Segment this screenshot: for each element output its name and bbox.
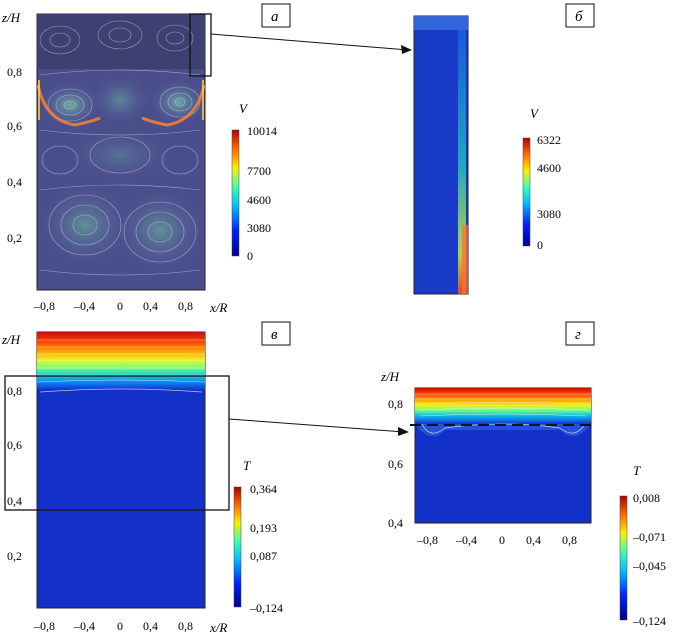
panel-c-tag: в — [271, 327, 278, 343]
colorbar-c-tick: 0,364 — [250, 482, 277, 496]
panel-c-isolines — [36, 339, 206, 393]
panel-a-ytick: 0,8 — [7, 65, 22, 79]
panel-a-tag-box — [261, 3, 291, 28]
panel-a-xtick: –0,4 — [73, 299, 95, 313]
panel-a-streamlines — [37, 14, 205, 276]
panel-c-xlabel: x/R — [209, 620, 227, 635]
panel-c-ylabel: z/H — [1, 332, 21, 347]
arrow-a-to-b — [210, 33, 409, 51]
colorbar-c-tick: 0,193 — [250, 521, 277, 535]
colorbar-d: T 0,008 –0,071 –0,045 –0,124 — [619, 463, 666, 628]
arrow-c-to-d — [228, 418, 405, 433]
colorbar-b-tick: 4600 — [537, 161, 561, 175]
panel-b-tag: б — [575, 9, 583, 25]
panel-d-tag: г — [575, 327, 581, 343]
panel-a-ytick: 0,2 — [7, 231, 22, 245]
panel-c-tag-box — [261, 321, 291, 346]
panel-d-xtick: –0,8 — [416, 533, 438, 547]
panel-d-ylabel: z/H — [380, 369, 400, 384]
panel-c-xaxis: –0,8 –0,4 0 0,4 0,8 x/R — [33, 619, 227, 635]
colorbar-a-tick: 4600 — [247, 193, 271, 207]
panel-d-tag-box — [565, 321, 595, 346]
colorbar-a: V 10014 7700 4600 3080 0 — [231, 101, 277, 263]
panel-d-xtick: 0,8 — [562, 533, 577, 547]
panel-d-ytick: 0,6 — [388, 457, 403, 471]
colorbar-a-title: V — [239, 101, 249, 116]
panel-a: z/H 0,8 0,6 0,4 0,2 –0,8 –0,4 0 0,4 0,8 … — [1, 3, 412, 315]
colorbar-d-title: T — [633, 463, 641, 478]
panel-c-ytick: 0,8 — [7, 384, 22, 398]
panel-b-tag-box — [565, 3, 595, 28]
colorbar-d-tick: 0,008 — [633, 491, 660, 505]
panel-d-yaxis: z/H 0,8 0,6 0,4 — [380, 369, 403, 530]
colorbar-a-tick: 3080 — [247, 221, 271, 235]
panel-d-xtick: –0,4 — [455, 533, 477, 547]
panel-b: б V 6322 4600 3080 0 — [413, 3, 595, 295]
panel-a-yaxis: z/H 0,8 0,6 0,4 0,2 — [1, 10, 22, 245]
zoom-box-c — [4, 375, 230, 511]
panel-d-xtick: 0 — [499, 533, 505, 547]
panel-c: z/H 0,8 0,6 0,4 0,2 –0,8 –0,4 0 0,4 0,8 … — [1, 321, 409, 635]
panel-c-ytick: 0,2 — [7, 549, 22, 563]
panel-c-ytick: 0,4 — [7, 494, 22, 508]
panel-d: z/H 0,8 0,6 0,4 –0,8 –0,4 0 0,4 0,8 г T … — [380, 321, 666, 628]
panel-d-ytick: 0,4 — [388, 516, 403, 530]
panel-a-xtick: 0,8 — [178, 299, 193, 313]
zoom-box-a — [189, 13, 212, 77]
colorbar-b: V 6322 4600 3080 0 — [522, 106, 561, 252]
panel-a-xtick: 0,4 — [143, 299, 158, 313]
panel-a-xtick: 0 — [117, 299, 123, 313]
panel-c-xtick: –0,4 — [73, 619, 95, 633]
colorbar-a-tick: 10014 — [247, 124, 277, 138]
colorbar-c-tick: –0,124 — [249, 601, 283, 615]
colorbar-b-tick: 0 — [537, 238, 543, 252]
colorbar-a-tick: 0 — [247, 249, 253, 263]
colorbar-d-tick: –0,071 — [632, 530, 666, 544]
panel-a-ylabel: z/H — [1, 10, 21, 25]
panel-a-ytick: 0,4 — [7, 175, 22, 189]
panel-a-xaxis: –0,8 –0,4 0 0,4 0,8 x/R — [33, 299, 227, 315]
panel-a-tag: а — [271, 9, 279, 25]
colorbar-c: T 0,364 0,193 0,087 –0,124 — [233, 458, 283, 615]
panel-c-xtick: 0,8 — [178, 619, 193, 633]
panel-a-ytick: 0,6 — [7, 119, 22, 133]
panel-a-xlabel: x/R — [209, 300, 227, 315]
colorbar-c-title: T — [243, 458, 251, 473]
colorbar-d-tick: –0,124 — [632, 614, 666, 628]
panel-d-xaxis: –0,8 –0,4 0 0,4 0,8 — [416, 533, 577, 547]
panel-d-xtick: 0,4 — [526, 533, 541, 547]
panel-c-yaxis: z/H 0,8 0,6 0,4 0,2 — [1, 332, 22, 563]
panel-a-xtick: –0,8 — [33, 299, 55, 313]
colorbar-a-tick: 7700 — [247, 164, 271, 178]
colorbar-d-tick: –0,045 — [632, 559, 666, 573]
panel-c-ytick: 0,6 — [7, 438, 22, 452]
colorbar-b-tick: 6322 — [537, 133, 561, 147]
colorbar-b-tick: 3080 — [537, 207, 561, 221]
panel-c-xtick: 0 — [117, 619, 123, 633]
colorbar-c-tick: 0,087 — [250, 549, 277, 563]
panel-d-ytick: 0,8 — [388, 397, 403, 411]
colorbar-b-title: V — [530, 106, 540, 121]
panel-c-xtick: –0,8 — [33, 619, 55, 633]
panel-c-xtick: 0,4 — [143, 619, 158, 633]
